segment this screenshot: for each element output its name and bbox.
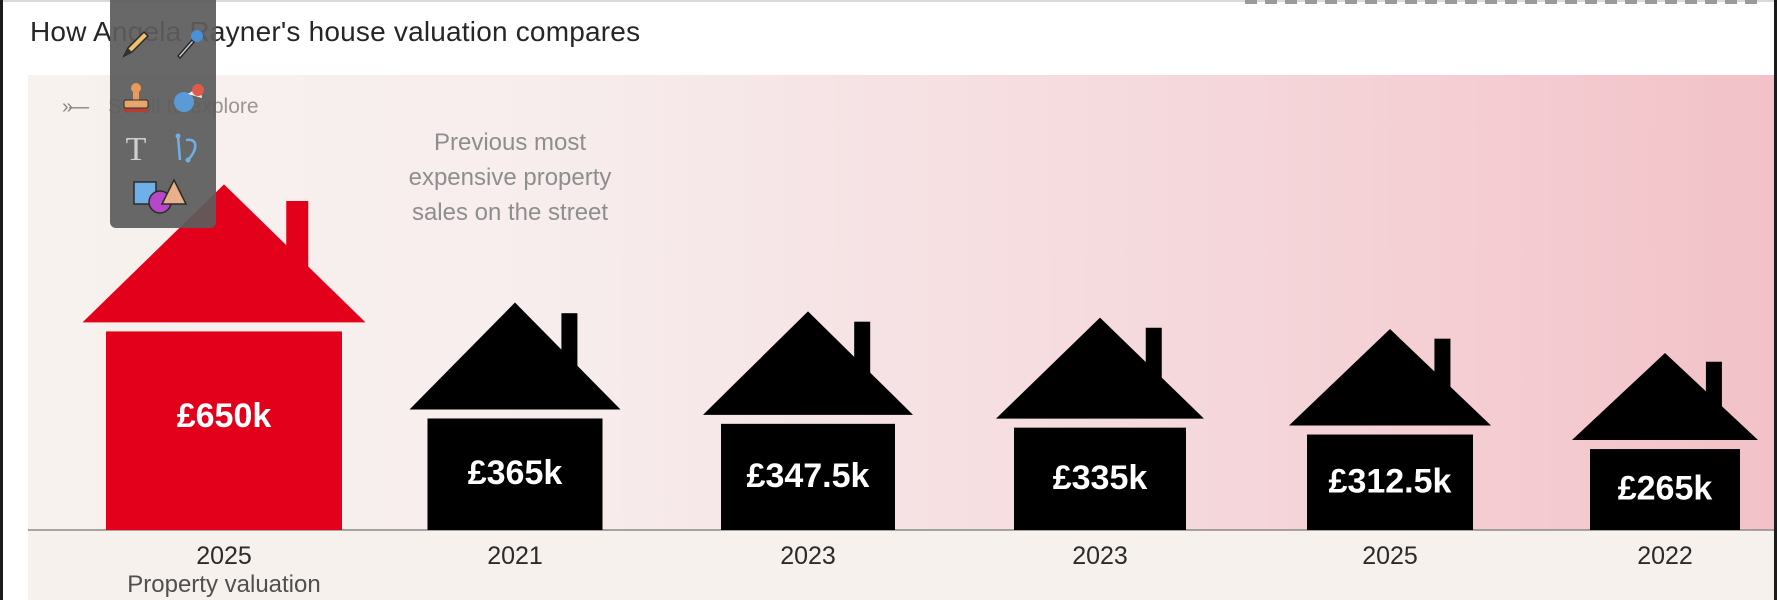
stamp-icon[interactable] (116, 78, 156, 118)
category-label: 2021 (487, 542, 543, 570)
scroll-arrow-icon: »— (62, 96, 89, 118)
house-body (721, 423, 895, 530)
house-bar[interactable]: £335k (996, 317, 1204, 530)
category-label: 2025 (1362, 542, 1418, 570)
value-label: £335k (1053, 459, 1148, 497)
pencil-icon[interactable] (116, 24, 156, 64)
annotation-text: Previous most expensive property sales o… (408, 129, 612, 226)
house-roof (1289, 329, 1491, 426)
value-label: £650k (177, 397, 272, 435)
highlight-sublabel: Property valuation (127, 571, 320, 598)
top-rule (3, 0, 1774, 2)
value-label: £347.5k (747, 457, 870, 495)
house-body (1590, 449, 1740, 530)
house-roof (409, 302, 621, 410)
house-body (106, 331, 342, 530)
window-border-left (0, 0, 3, 600)
sticker-icon[interactable] (168, 78, 208, 118)
category-label: 2025 (196, 542, 252, 570)
house-roof (703, 311, 913, 415)
house-bar[interactable]: £650k (82, 184, 366, 530)
category-label: 2023 (780, 542, 836, 570)
top-dashed-rule (1245, 0, 1765, 4)
house-bar[interactable]: £347.5k (703, 311, 913, 530)
shapes-icon[interactable] (130, 176, 190, 216)
category-label: 2022 (1637, 542, 1693, 570)
chart-axis-band (28, 530, 1774, 600)
value-label: £312.5k (1329, 462, 1452, 500)
value-label: £265k (1618, 470, 1713, 508)
window-border-right (1774, 0, 1777, 600)
house-roof (82, 184, 366, 323)
house-body (1307, 434, 1473, 530)
svg-text:T: T (126, 131, 147, 166)
tool-palette[interactable]: T (110, 0, 216, 228)
text-icon[interactable]: T (116, 128, 156, 168)
path-icon[interactable] (168, 128, 208, 168)
house-body (1014, 427, 1186, 530)
value-label: £365k (468, 454, 563, 492)
eyedropper-icon[interactable] (168, 24, 208, 64)
category-label: 2023 (1072, 542, 1128, 570)
house-bar[interactable]: £365k (409, 302, 621, 530)
house-roof (996, 317, 1204, 419)
house-bar[interactable]: £312.5k (1289, 329, 1491, 530)
house-bar[interactable]: £265k (1572, 353, 1758, 530)
house-body (427, 418, 603, 530)
house-roof (1572, 353, 1758, 441)
